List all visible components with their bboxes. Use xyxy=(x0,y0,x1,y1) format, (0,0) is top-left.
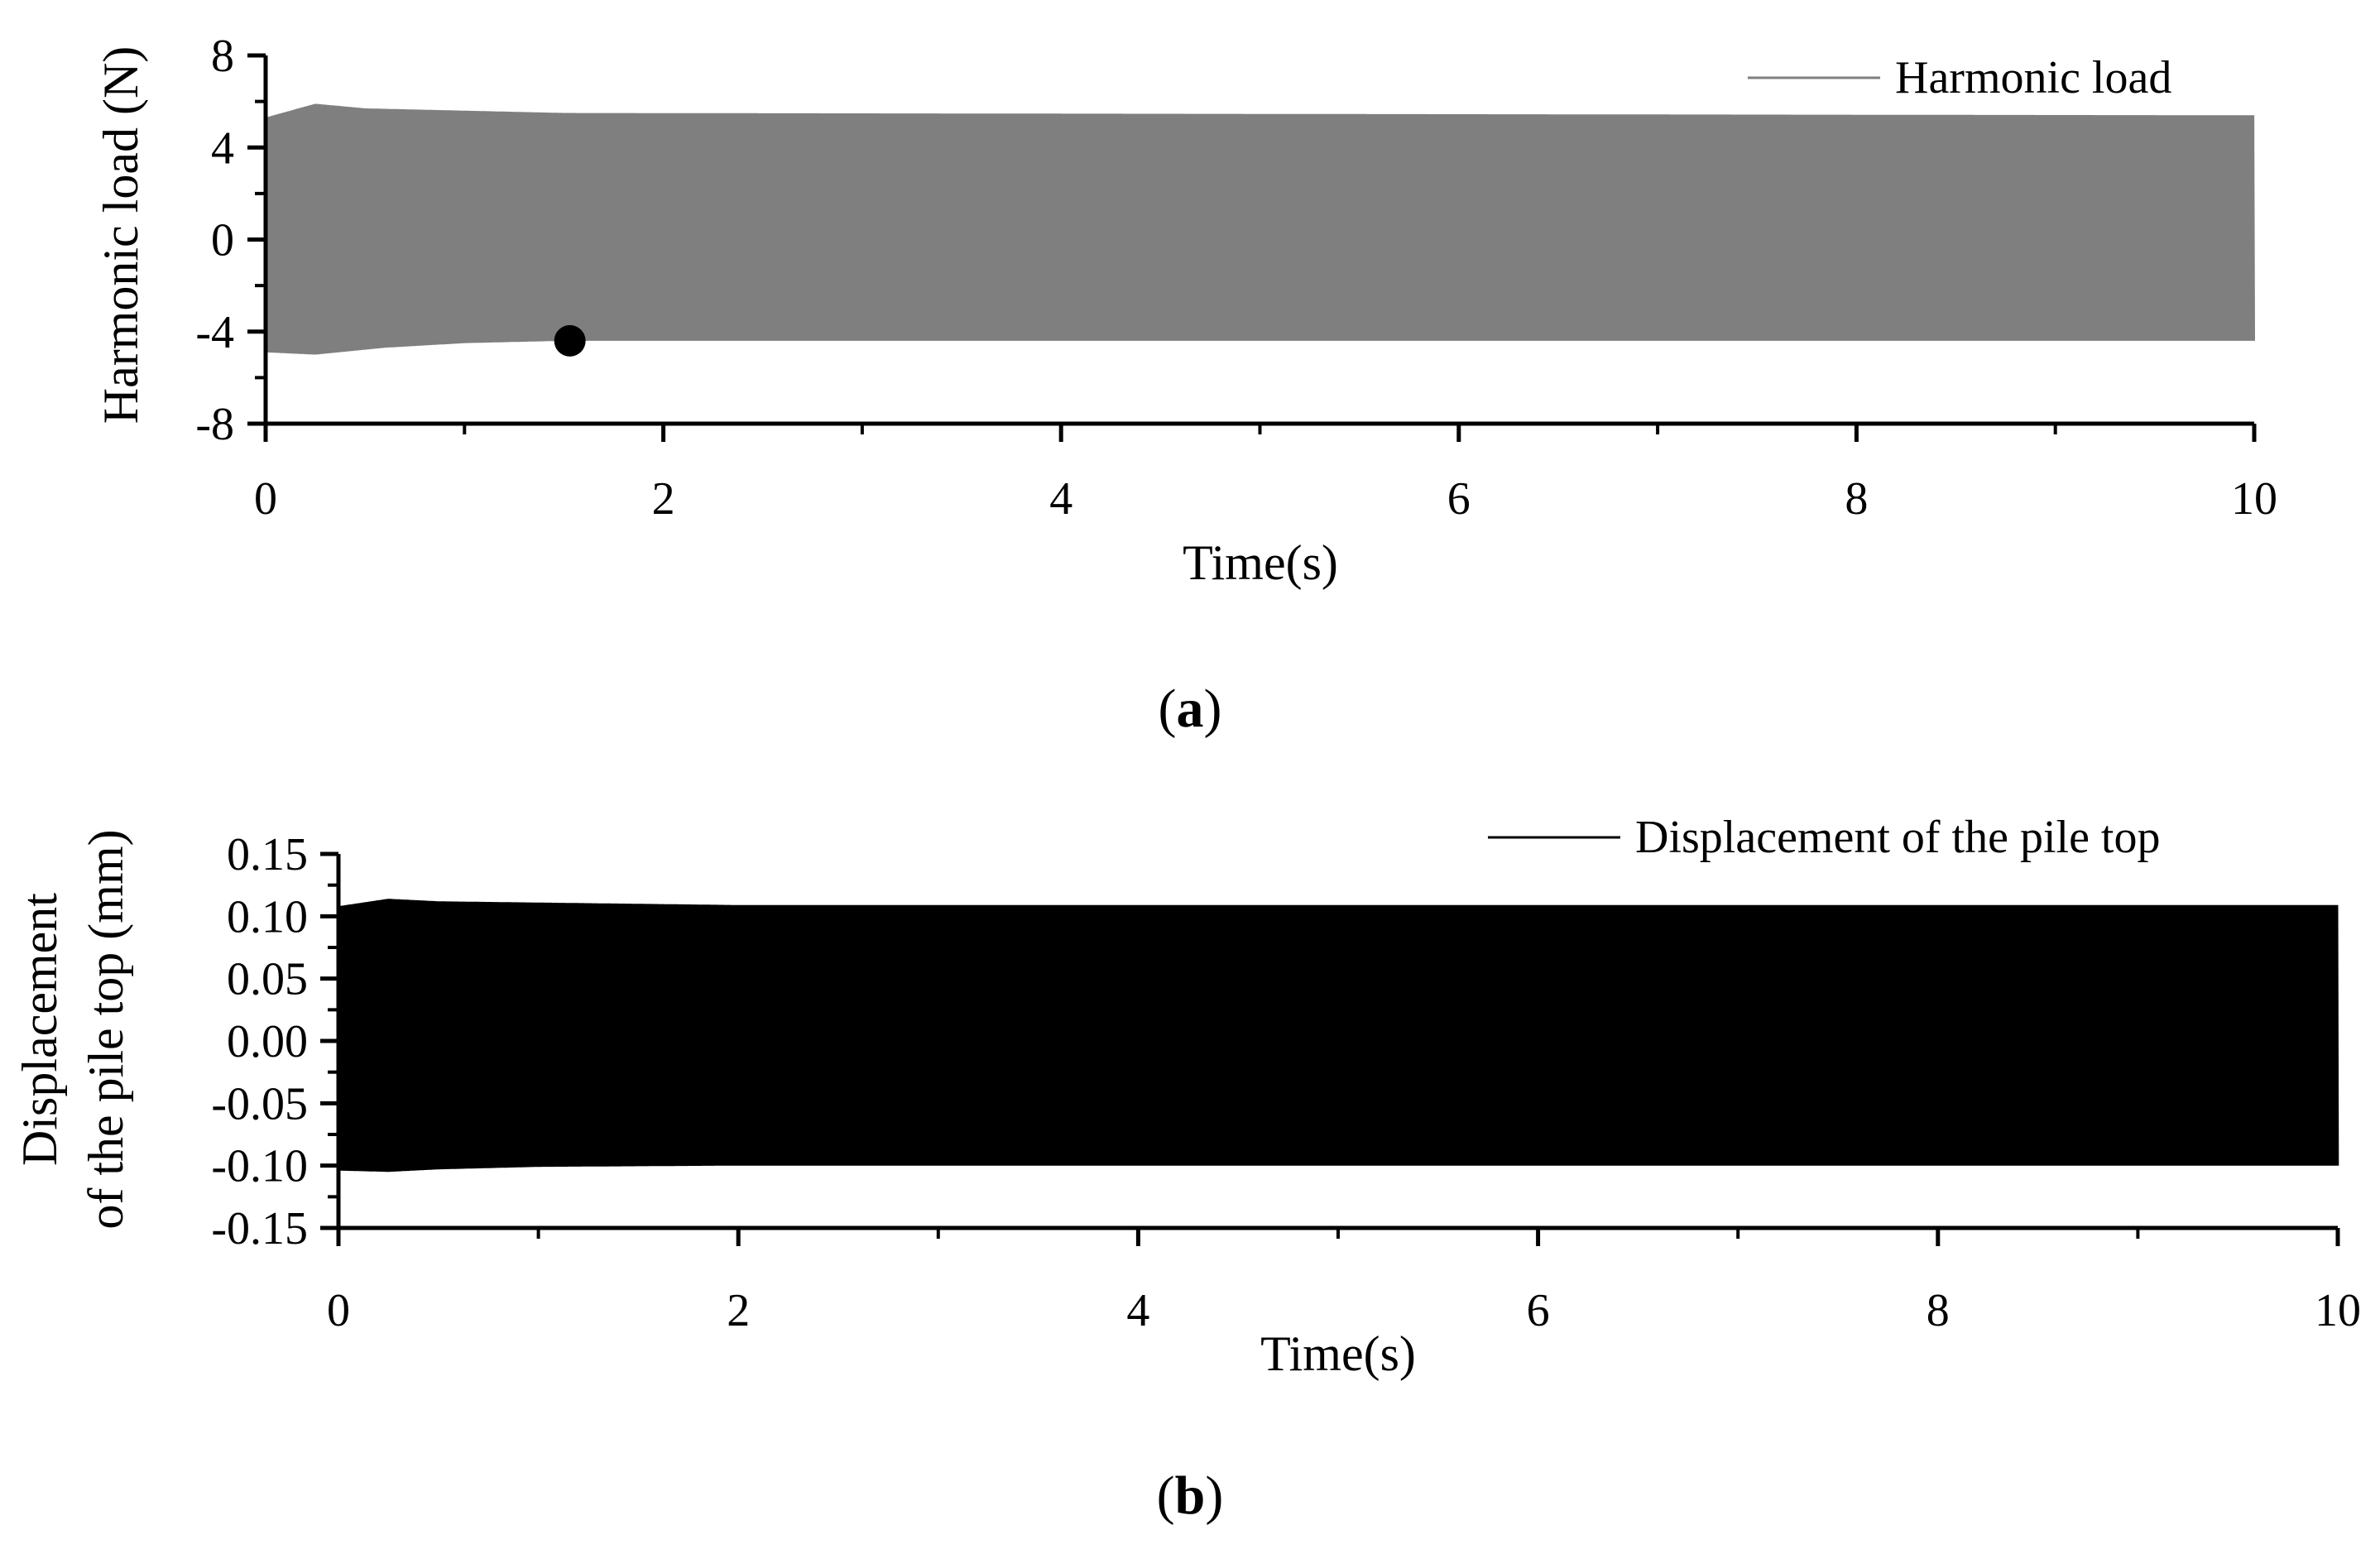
series-line xyxy=(264,103,2255,355)
x-tick-label: 4 xyxy=(1126,1285,1149,1336)
y-tick-label: -0.15 xyxy=(211,1203,308,1254)
chart-panel-a: 8 4 0 -4 -8 0 2 4 6 8 10 Harmonic load Time(s) Ha… xyxy=(94,31,2277,739)
y-tick-label: 0 xyxy=(211,215,234,266)
x-tick-label: 2 xyxy=(652,473,675,525)
panel-label-b: (b) xyxy=(1157,1465,1224,1526)
y-axis-title-b-line2: of the pile top (mm) xyxy=(79,829,133,1229)
x-tick-label: 10 xyxy=(2231,473,2277,525)
y-tick-label: -8 xyxy=(195,399,234,450)
x-tick-label: 0 xyxy=(254,473,277,525)
y-axis-title-a: Harmonic load (N) xyxy=(94,46,148,424)
x-tick-label: 6 xyxy=(1527,1285,1550,1336)
x-ticks-b: 0 2 4 6 8 10 xyxy=(327,1228,2361,1336)
y-tick-label: 0.15 xyxy=(227,829,308,880)
legend-label-harmonic-load: Harmonic load xyxy=(1895,52,2171,103)
y-ticks-a: 8 4 0 -4 -8 xyxy=(195,31,266,450)
legend-a: Harmonic load xyxy=(1748,52,2171,103)
x-tick-label: 10 xyxy=(2315,1285,2361,1336)
displacement-series xyxy=(337,899,2339,1173)
y-tick-label: 4 xyxy=(211,122,234,174)
x-axis-title-b: Time(s) xyxy=(1260,1326,1416,1381)
y-tick-label: 0.05 xyxy=(227,954,308,1005)
x-tick-label: 4 xyxy=(1049,473,1072,525)
y-tick-label: -0.10 xyxy=(211,1141,308,1192)
panel-label-a: (a) xyxy=(1159,679,1222,739)
x-axis-title-a: Time(s) xyxy=(1183,535,1338,590)
legend-label-displacement: Displacement of the pile top xyxy=(1635,812,2160,863)
data-marker xyxy=(554,324,586,357)
x-tick-label: 8 xyxy=(1927,1285,1950,1336)
panel-label-b-letter: b xyxy=(1175,1465,1206,1526)
panel-label-a-letter: a xyxy=(1177,679,1204,739)
x-tick-label: 0 xyxy=(327,1285,350,1336)
y-tick-label: -4 xyxy=(195,307,234,358)
y-tick-label: -0.05 xyxy=(211,1078,308,1129)
x-tick-label: 2 xyxy=(727,1285,750,1336)
chart-panel-b: 0.150.100.050.00-0.05-0.10-0.15 0 2 4 6 8 10 … xyxy=(12,812,2361,1526)
x-tick-label: 8 xyxy=(1845,473,1868,525)
y-ticks-b: 0.15 0.10 0.05 0.00 -0.05 -0.10 -0.15 xyxy=(211,829,338,1254)
y-axis-title-b-line1: Displacement xyxy=(12,893,67,1166)
x-ticks-a: 0 2 4 6 8 10 xyxy=(254,424,2277,525)
series-line xyxy=(337,899,2339,1173)
y-tick-label: 0.00 xyxy=(227,1016,308,1067)
harmonic-load-series xyxy=(264,103,2255,355)
y-tick-label: 8 xyxy=(211,31,234,82)
legend-b: Displacement of the pile top xyxy=(1488,812,2160,863)
y-tick-label: 0.10 xyxy=(227,891,308,942)
x-tick-label: 6 xyxy=(1447,473,1471,525)
